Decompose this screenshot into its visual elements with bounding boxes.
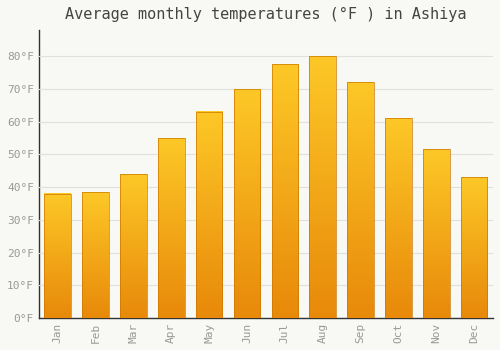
Bar <box>82 192 109 318</box>
Bar <box>310 56 336 318</box>
Bar <box>234 89 260 318</box>
Bar <box>196 112 222 318</box>
Bar <box>461 177 487 318</box>
Bar <box>423 149 450 318</box>
Bar <box>385 118 411 318</box>
Bar <box>272 64 298 318</box>
Bar <box>44 194 71 318</box>
Bar <box>348 82 374 318</box>
Bar <box>158 138 184 318</box>
Bar <box>120 174 146 318</box>
Title: Average monthly temperatures (°F ) in Ashiya: Average monthly temperatures (°F ) in As… <box>65 7 466 22</box>
